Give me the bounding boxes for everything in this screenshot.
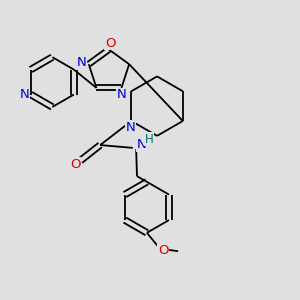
Text: O: O (70, 158, 80, 170)
Text: H: H (145, 133, 154, 146)
Text: N: N (77, 56, 87, 69)
Text: N: N (126, 121, 136, 134)
Text: O: O (158, 244, 168, 257)
Text: N: N (117, 88, 126, 101)
Text: N: N (20, 88, 29, 101)
Text: O: O (105, 37, 116, 50)
Text: N: N (136, 138, 146, 151)
